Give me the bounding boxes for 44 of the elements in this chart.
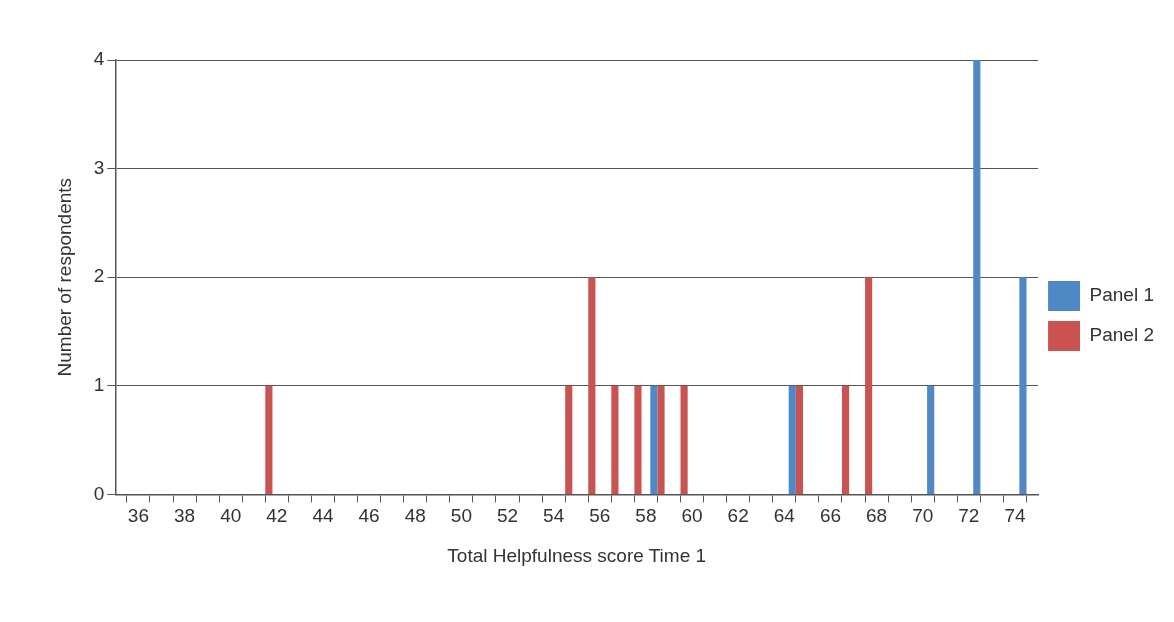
x-tick-label: 50	[450, 505, 472, 527]
bar	[650, 385, 658, 494]
x-tick-label: 62	[727, 505, 749, 527]
y-tick-label: 4	[93, 48, 105, 70]
x-tick-label: 52	[496, 505, 519, 527]
x-tick-label: 70	[912, 505, 934, 527]
x-tick-label: 46	[358, 505, 380, 527]
y-tick-label: 0	[93, 482, 105, 504]
x-tick-label: 54	[543, 505, 565, 527]
bar	[565, 385, 573, 494]
bar	[865, 277, 873, 494]
y-axis-title: Number of respondents	[53, 177, 75, 377]
x-tick-label: 44	[312, 505, 334, 527]
x-tick-label: 36	[127, 505, 149, 527]
y-tick-label: 3	[93, 156, 105, 178]
x-tick-label: 38	[174, 505, 196, 527]
x-tick-label: 58	[635, 505, 657, 527]
bar	[680, 385, 688, 494]
x-tick-label: 74	[1004, 505, 1026, 527]
x-tick-label: 60	[681, 505, 703, 527]
legend-label: Panel 1	[1089, 284, 1155, 306]
y-tick-label: 2	[93, 265, 105, 287]
x-tick-label: 68	[866, 505, 888, 527]
x-tick-label: 48	[404, 505, 426, 527]
x-tick-label: 64	[773, 505, 796, 527]
bar	[265, 385, 273, 494]
bar	[634, 385, 642, 494]
x-tick-label: 42	[266, 505, 288, 527]
x-tick-label: 66	[819, 505, 842, 527]
bar	[973, 60, 981, 494]
x-tick-label: 56	[589, 505, 611, 527]
bar	[795, 385, 803, 494]
legend-label: Panel 2	[1089, 324, 1155, 346]
bar	[841, 385, 850, 494]
x-tick-label: 40	[220, 505, 242, 527]
bar	[927, 385, 935, 494]
bar	[788, 385, 796, 494]
bar	[588, 277, 596, 494]
x-axis-title: Total Helpfulness score Time 1	[447, 544, 707, 566]
x-tick-label: 72	[958, 505, 980, 527]
y-tick-label: 1	[93, 374, 105, 396]
bar	[657, 385, 665, 494]
bar	[1019, 277, 1027, 494]
bar	[611, 385, 619, 494]
